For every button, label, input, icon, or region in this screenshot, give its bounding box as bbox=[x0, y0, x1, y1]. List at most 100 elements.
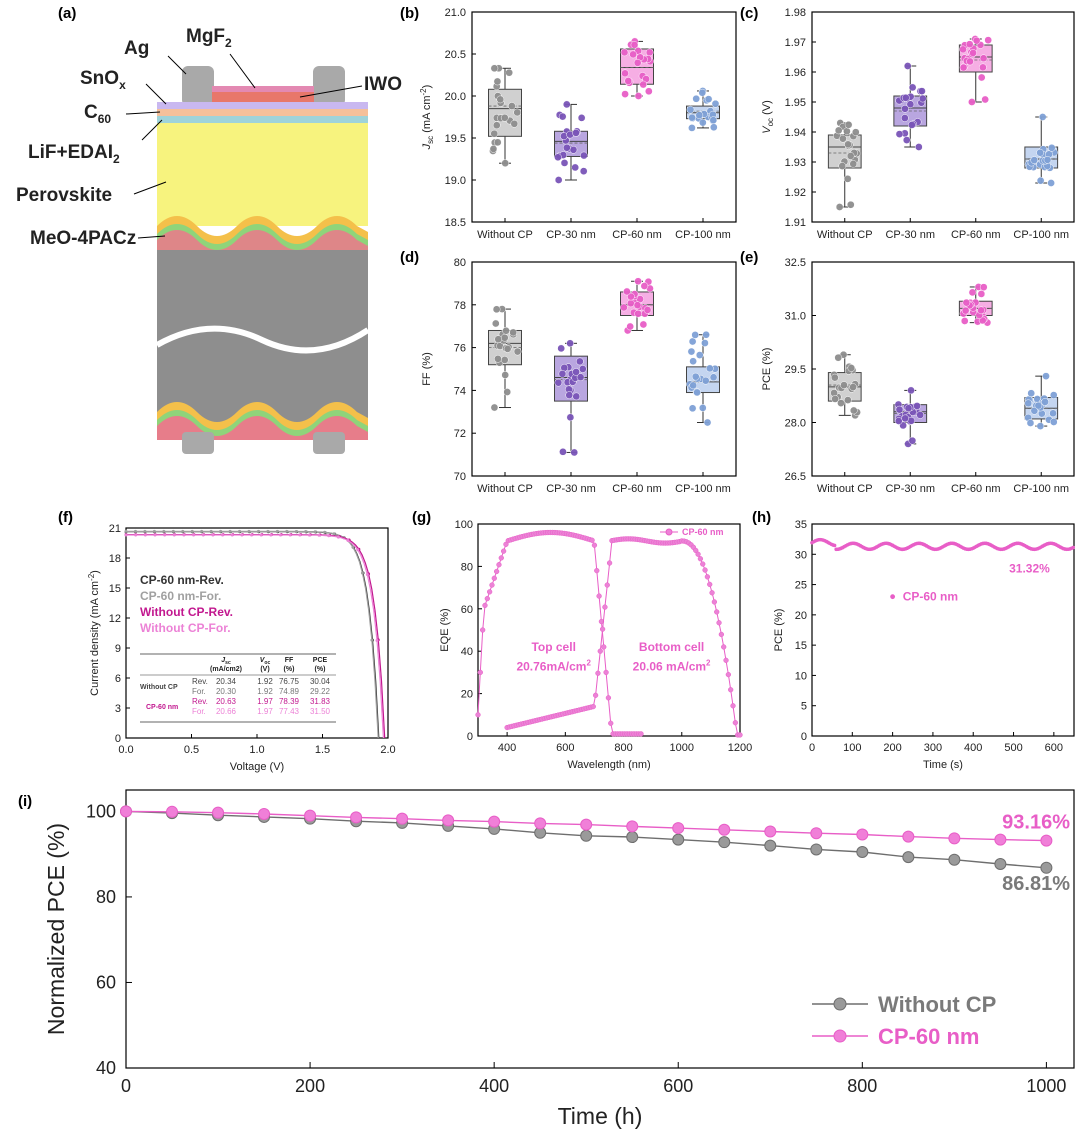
mpp-point bbox=[1071, 545, 1075, 550]
series-point bbox=[948, 832, 961, 845]
y-tick-label: 1.98 bbox=[785, 7, 806, 19]
eqe-point bbox=[498, 555, 504, 561]
panel-label-h: (h) bbox=[752, 509, 771, 526]
eqe-point bbox=[702, 567, 708, 573]
data-point bbox=[981, 95, 990, 104]
data-point bbox=[702, 330, 710, 339]
y-tick-label: 9 bbox=[115, 643, 121, 655]
series-point bbox=[764, 839, 777, 852]
data-point bbox=[918, 87, 926, 95]
top-cell-label: Top cell bbox=[531, 640, 575, 654]
jv-point bbox=[228, 529, 232, 533]
ylabel-main: J bbox=[421, 143, 433, 150]
lif-layer bbox=[157, 116, 368, 123]
data-point bbox=[493, 77, 502, 86]
y-tick-label: 26.5 bbox=[785, 471, 806, 483]
data-point bbox=[901, 414, 910, 423]
eqe-point bbox=[730, 703, 736, 709]
y-tick-label: 40 bbox=[96, 1058, 116, 1078]
jv-point bbox=[307, 533, 311, 537]
series-point bbox=[350, 811, 363, 824]
eqe-point bbox=[718, 631, 725, 638]
eqe-point bbox=[737, 732, 743, 738]
data-point bbox=[979, 63, 987, 72]
data-point bbox=[844, 120, 853, 129]
x-axis-label: Time (s) bbox=[923, 759, 963, 771]
data-point bbox=[977, 73, 986, 82]
jv-point bbox=[182, 533, 186, 537]
data-point bbox=[837, 399, 845, 407]
series-point bbox=[994, 857, 1007, 870]
x-tick-label: 1000 bbox=[1026, 1076, 1066, 1096]
ylabel-end: ) bbox=[89, 570, 101, 574]
data-point bbox=[709, 373, 718, 382]
data-point bbox=[494, 335, 503, 344]
eqe-point bbox=[477, 669, 483, 676]
data-point bbox=[489, 145, 498, 153]
panel-label-a: (a) bbox=[58, 5, 76, 22]
data-point bbox=[979, 283, 988, 292]
jv-point bbox=[124, 533, 128, 537]
data-point bbox=[621, 90, 629, 98]
data-point bbox=[1049, 409, 1057, 418]
plot-frame bbox=[811, 523, 1075, 737]
data-point bbox=[562, 143, 571, 152]
data-point bbox=[558, 112, 567, 121]
data-point bbox=[895, 405, 904, 414]
data-point bbox=[513, 108, 522, 117]
data-point bbox=[502, 326, 510, 335]
data-point bbox=[689, 357, 697, 366]
data-point bbox=[645, 48, 654, 57]
data-point bbox=[838, 162, 847, 170]
jv-point bbox=[200, 529, 204, 533]
data-point bbox=[630, 41, 639, 49]
bottom-cell-val: 20.06 mA/cm bbox=[633, 659, 706, 673]
legend-marker bbox=[665, 528, 673, 536]
y-tick-label: 20.0 bbox=[445, 91, 466, 103]
y-tick-label: 21 bbox=[109, 523, 121, 535]
data-point bbox=[688, 337, 697, 346]
table-jsc: 20.30 bbox=[216, 687, 237, 696]
data-point bbox=[984, 36, 993, 45]
series-point bbox=[534, 817, 547, 830]
data-point bbox=[914, 143, 923, 151]
y-tick-label: 3 bbox=[115, 703, 121, 715]
jv-point bbox=[313, 530, 317, 534]
data-point bbox=[1042, 372, 1050, 380]
y-axis-label: Current density (mA cm-2) bbox=[87, 570, 101, 696]
panel-label-b: (b) bbox=[400, 5, 419, 22]
data-point bbox=[503, 345, 512, 353]
y-tick-label: 15 bbox=[795, 640, 807, 652]
data-point bbox=[908, 436, 917, 445]
data-point bbox=[698, 404, 707, 412]
jv-point bbox=[275, 529, 279, 533]
data-point bbox=[621, 69, 629, 78]
data-point bbox=[494, 354, 502, 363]
jv-point bbox=[143, 529, 147, 533]
series-point bbox=[258, 807, 271, 820]
eqe-plot: 400 600 800 1000 1200 0 20 40 60 80 100 Wavelength … bbox=[439, 519, 752, 771]
series-point bbox=[580, 818, 593, 831]
data-point bbox=[492, 305, 501, 314]
y-tick-label: 6 bbox=[115, 673, 121, 685]
jv-point bbox=[346, 539, 350, 543]
table-header: Jsc bbox=[221, 657, 231, 666]
y-tick-label: 80 bbox=[96, 887, 116, 907]
y-tick-label: 0 bbox=[115, 733, 121, 745]
data-point bbox=[972, 36, 981, 45]
table-header-unit: (V) bbox=[260, 666, 269, 673]
data-point bbox=[562, 100, 571, 109]
th-j: J bbox=[221, 657, 226, 664]
data-point bbox=[501, 159, 510, 168]
jv-point bbox=[360, 571, 364, 575]
break-line bbox=[155, 325, 370, 354]
y-axis-label: Normalized PCE (%) bbox=[43, 823, 69, 1035]
y-tick-label: 1.95 bbox=[785, 97, 806, 109]
data-point bbox=[916, 411, 925, 419]
plot-frame bbox=[477, 523, 741, 737]
y-tick-label: 20 bbox=[461, 689, 473, 701]
label-iwo: IWO bbox=[364, 74, 402, 95]
jv-point bbox=[240, 533, 244, 537]
data-point bbox=[580, 151, 588, 160]
jv-point bbox=[336, 535, 340, 539]
